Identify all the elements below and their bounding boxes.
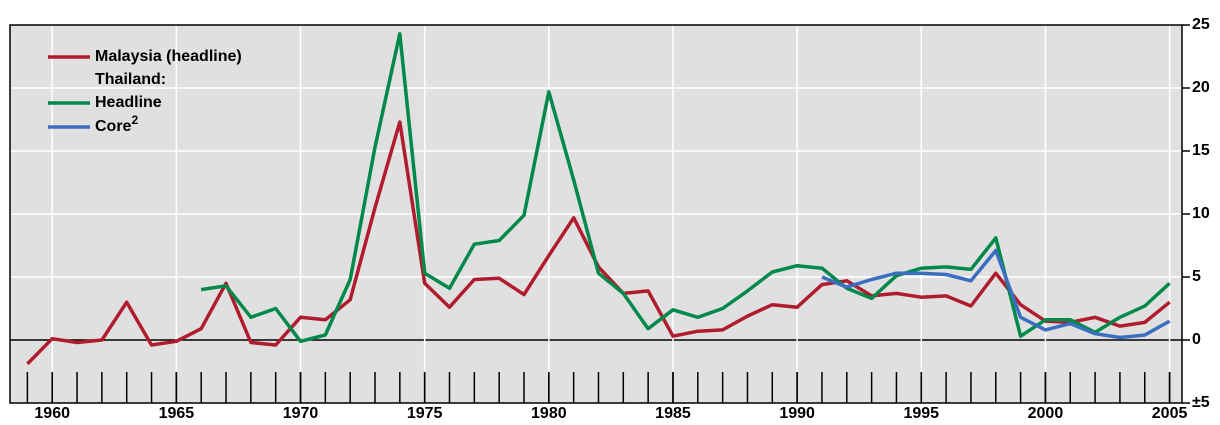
x-tick-label: 1965 <box>159 405 195 422</box>
y-tick-label: 5 <box>1192 268 1201 285</box>
y-tick-label: 15 <box>1192 142 1210 159</box>
legend-label: Headline <box>95 94 162 111</box>
legend-name: Headline <box>95 94 162 111</box>
x-tick-label: 1960 <box>34 405 70 422</box>
legend-name: Malaysia (headline) <box>95 48 242 65</box>
legend-label: Malaysia (headline) <box>95 48 242 65</box>
legend-name: Core <box>95 118 132 135</box>
x-tick-label: 1985 <box>655 405 691 422</box>
legend-heading: Thailand: <box>95 71 166 88</box>
x-tick-label: 2000 <box>1028 405 1064 422</box>
series-line <box>821 248 1171 340</box>
plot-frame <box>9 24 1183 404</box>
legend-superscript: 2 <box>131 113 138 127</box>
x-tick-label: 1975 <box>407 405 443 422</box>
x-tick-label: 2005 <box>1152 405 1188 422</box>
y-tick-label: 10 <box>1192 205 1210 222</box>
x-tick-label: 1995 <box>903 405 939 422</box>
y-tick-label: 0 <box>1192 331 1201 348</box>
y-tick-label: 20 <box>1192 79 1210 96</box>
legend-label: Core2 <box>95 113 138 135</box>
x-tick-label: 1990 <box>779 405 815 422</box>
x-tick-label: 1970 <box>283 405 319 422</box>
y-tick-label: ±5 <box>1192 394 1210 411</box>
y-tick-label: 25 <box>1192 16 1210 33</box>
x-tick-label: 1980 <box>531 405 567 422</box>
